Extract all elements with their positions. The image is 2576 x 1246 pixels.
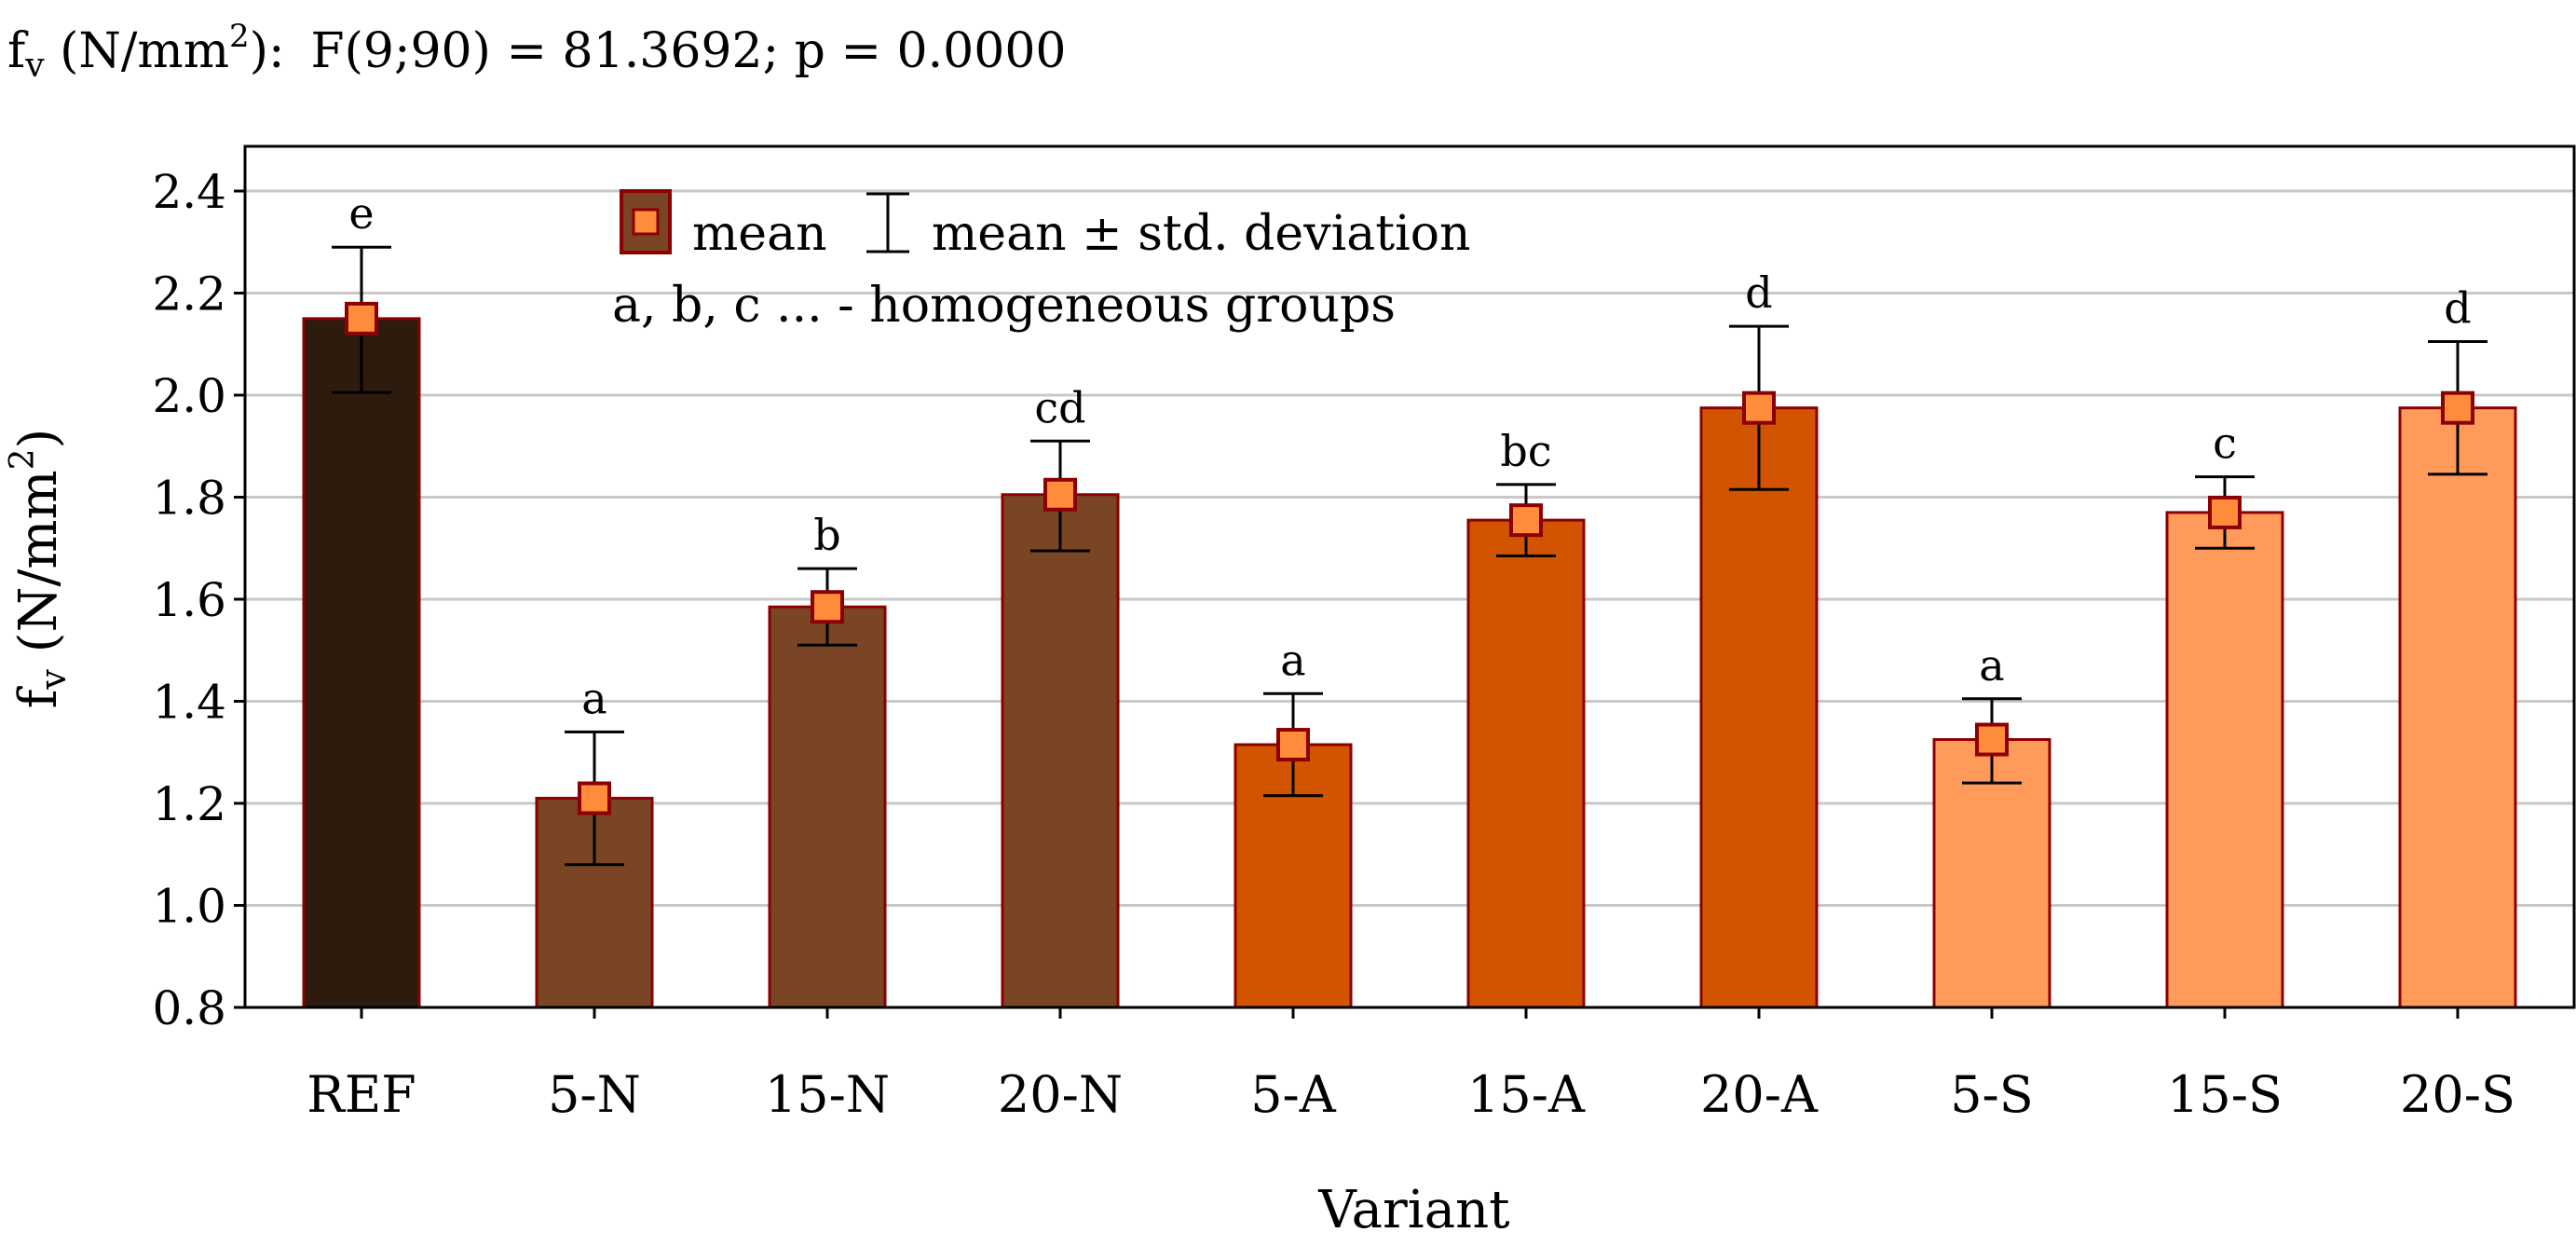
chart-title: fv (N/mm2): F(9;90) = 81.3692; p = 0.0000 [7, 18, 1067, 85]
bar [768, 605, 887, 1009]
bar [1001, 493, 1120, 1009]
mean-marker [1276, 728, 1310, 762]
y-tick-label: 1.4 [152, 676, 226, 730]
legend-groups-note: a, b, c ... - homogeneous groups [612, 278, 1396, 334]
legend: mean mean ± std. deviation a, b, c ... -… [612, 189, 1471, 334]
mean-marker [345, 301, 378, 335]
x-tick-label: 15-N [765, 1065, 890, 1124]
x-tick-label: 5-S [1950, 1065, 2034, 1124]
mean-marker [1043, 477, 1077, 512]
y-tick-label: 2.2 [152, 267, 226, 322]
mean-marker [2208, 495, 2242, 529]
bar [302, 317, 421, 1009]
y-tick-label: 1.8 [152, 472, 226, 526]
mean-marker [1742, 390, 1776, 425]
x-tick-label: 20-S [2400, 1065, 2515, 1124]
x-axis-title: Variant [1317, 1180, 1510, 1240]
y-axis-ticks: 0.8 1.0 1.2 1.4 1.6 1.8 2.0 2.2 2.4 [152, 165, 245, 1035]
x-tick-label: 5-N [548, 1065, 641, 1124]
mean-marker [811, 590, 844, 624]
mean-marker [1975, 722, 2009, 757]
group-label: a [581, 673, 607, 723]
group-label: d [1745, 267, 1772, 318]
bar [2398, 406, 2517, 1009]
bar [1466, 518, 1586, 1009]
mean-marker [1509, 503, 1543, 538]
x-tick-label: 5-A [1250, 1065, 1337, 1124]
bar [1699, 406, 1819, 1009]
legend-mean-label: mean [692, 206, 827, 262]
y-axis-title: fv (N/mm2) [4, 429, 74, 709]
mean-marker [2441, 390, 2474, 425]
y-tick-label: 2.4 [152, 165, 226, 219]
group-label: b [813, 510, 840, 560]
x-tick-label: 20-N [998, 1065, 1123, 1124]
group-label: cd [1034, 382, 1085, 432]
y-tick-label: 0.8 [152, 981, 226, 1035]
group-label: bc [1500, 426, 1551, 476]
mean-marker [578, 781, 611, 815]
y-tick-label: 1.6 [152, 573, 226, 627]
y-tick-label: 2.0 [152, 369, 226, 423]
group-label: c [2213, 418, 2237, 469]
group-label: d [2444, 283, 2471, 334]
x-tick-label: 20-A [1700, 1065, 1819, 1124]
y-tick-label: 1.2 [152, 777, 226, 831]
group-label: e [348, 188, 374, 239]
x-axis-ticks: REF 5-N 15-N 20-N 5-A 15-A 20-A 5-S 15-S 20-S [307, 1007, 2515, 1124]
bar [2165, 511, 2284, 1009]
legend-std-label: mean ± std. deviation [932, 206, 1471, 262]
error-bars [332, 245, 2487, 867]
legend-mean-marker [632, 208, 660, 236]
x-tick-label: REF [307, 1065, 416, 1124]
group-label: a [1280, 635, 1305, 685]
legend-std-icon [866, 192, 909, 253]
mean-markers [345, 301, 2474, 815]
x-tick-label: 15-A [1467, 1065, 1586, 1124]
group-label: a [1979, 640, 2004, 691]
bars [302, 317, 2517, 1009]
y-tick-label: 1.0 [152, 880, 226, 934]
x-tick-label: 15-S [2167, 1065, 2283, 1124]
plot-frame [243, 144, 2576, 1009]
